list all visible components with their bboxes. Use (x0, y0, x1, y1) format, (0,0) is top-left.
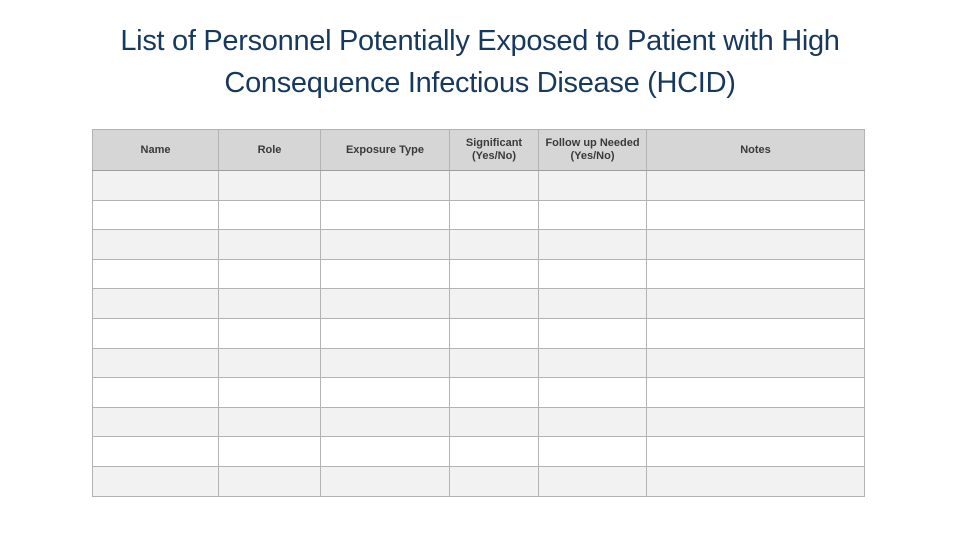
table-cell (320, 465, 450, 497)
slide-title: List of Personnel Potentially Exposed to… (0, 20, 960, 104)
table-cell (320, 288, 450, 319)
table-cell (218, 258, 321, 290)
column-header-notes: Notes (646, 129, 865, 171)
table-cell (538, 170, 647, 201)
table-cell (538, 436, 647, 467)
column-header-name: Name (92, 129, 219, 171)
table-row (92, 199, 865, 231)
table-cell (646, 199, 865, 231)
table-cell (646, 170, 865, 201)
table-row (92, 406, 865, 438)
table-cell (218, 406, 321, 438)
table-cell (92, 465, 219, 497)
table-row (92, 377, 865, 408)
table-cell (218, 288, 321, 319)
table-cell (449, 377, 539, 408)
table-cell (538, 465, 647, 497)
table-cell (646, 465, 865, 497)
table-cell (646, 436, 865, 467)
table-cell (92, 436, 219, 467)
table-cell (218, 170, 321, 201)
table-cell (92, 347, 219, 379)
column-header-exposure-type: Exposure Type (320, 129, 450, 171)
table-cell (449, 406, 539, 438)
table-cell (449, 170, 539, 201)
table-cell (92, 258, 219, 290)
table-row (92, 288, 865, 319)
table-cell (646, 377, 865, 408)
table-body (92, 170, 865, 497)
column-header-role: Role (218, 129, 321, 171)
table-cell (218, 317, 321, 349)
table-cell (646, 258, 865, 290)
table-cell (538, 258, 647, 290)
table-cell (320, 406, 450, 438)
table-cell (320, 170, 450, 201)
table-cell (92, 170, 219, 201)
table-cell (449, 229, 539, 260)
table-cell (449, 347, 539, 379)
table-cell (320, 229, 450, 260)
table-cell (538, 377, 647, 408)
table-cell (218, 199, 321, 231)
table-cell (92, 377, 219, 408)
table-cell (538, 406, 647, 438)
table-row (92, 170, 865, 201)
table-row (92, 258, 865, 290)
table-cell (320, 377, 450, 408)
exposure-table: Name Role Exposure Type Significant (Yes… (92, 129, 865, 497)
column-header-follow-up-needed: Follow up Needed (Yes/No) (538, 129, 647, 171)
table-cell (449, 465, 539, 497)
slide-title-line2: Consequence Infectious Disease (HCID) (224, 67, 736, 99)
table-cell (449, 288, 539, 319)
table-cell (538, 288, 647, 319)
table-cell (218, 377, 321, 408)
table-cell (218, 347, 321, 379)
table-cell (646, 347, 865, 379)
table-cell (449, 317, 539, 349)
table-cell (218, 436, 321, 467)
table-cell (449, 258, 539, 290)
table-cell (320, 258, 450, 290)
table-row (92, 229, 865, 260)
slide-title-line1: List of Personnel Potentially Exposed to… (120, 25, 840, 57)
table-cell (92, 199, 219, 231)
table-header: Name Role Exposure Type Significant (Yes… (92, 129, 865, 171)
table-row (92, 347, 865, 379)
table-cell (538, 229, 647, 260)
table-cell (218, 229, 321, 260)
table-cell (538, 317, 647, 349)
table-cell (646, 406, 865, 438)
table-cell (646, 317, 865, 349)
table-row (92, 436, 865, 467)
table-cell (92, 406, 219, 438)
table-row (92, 317, 865, 349)
table-cell (449, 436, 539, 467)
table-cell (320, 317, 450, 349)
table-cell (92, 317, 219, 349)
table-cell (218, 465, 321, 497)
table-cell (92, 288, 219, 319)
table-cell (538, 199, 647, 231)
table-header-row: Name Role Exposure Type Significant (Yes… (92, 129, 865, 171)
table-cell (646, 288, 865, 319)
table-cell (646, 229, 865, 260)
column-header-significant: Significant (Yes/No) (449, 129, 539, 171)
table-cell (92, 229, 219, 260)
table-cell (320, 347, 450, 379)
table-cell (538, 347, 647, 379)
table-cell (320, 436, 450, 467)
table-cell (449, 199, 539, 231)
table-cell (320, 199, 450, 231)
table-row (92, 465, 865, 497)
